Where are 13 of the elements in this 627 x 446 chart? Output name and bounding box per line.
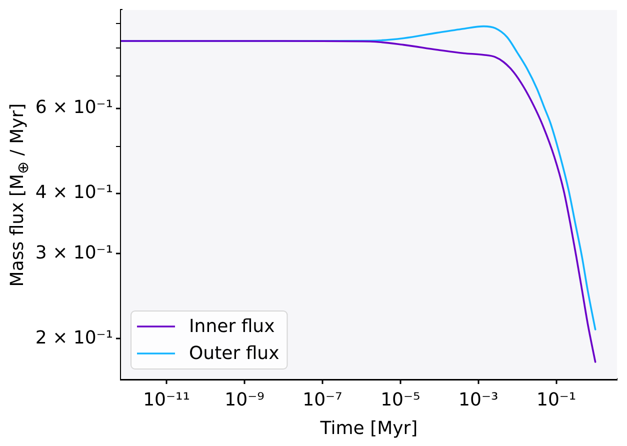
x-tick-label: 10⁻⁹ — [224, 389, 264, 410]
y-tick-label: 6 × 10⁻¹ — [35, 97, 113, 118]
x-tick-label: 10⁻¹¹ — [143, 389, 190, 410]
y-tick-label: 2 × 10⁻¹ — [35, 327, 113, 348]
y-tick-label: 4 × 10⁻¹ — [35, 182, 113, 204]
x-tick-label: 10⁻³ — [458, 389, 498, 410]
x-tick-label: 10⁻⁷ — [302, 389, 342, 410]
x-axis-title: Time [Myr] — [319, 418, 418, 439]
legend-label: Inner flux — [189, 316, 276, 338]
y-tick-label: 3 × 10⁻¹ — [35, 242, 113, 264]
legend-label: Outer flux — [189, 343, 280, 364]
x-tick-label: 10⁻⁵ — [380, 389, 420, 410]
x-tick-label: 10⁻¹ — [536, 389, 576, 410]
